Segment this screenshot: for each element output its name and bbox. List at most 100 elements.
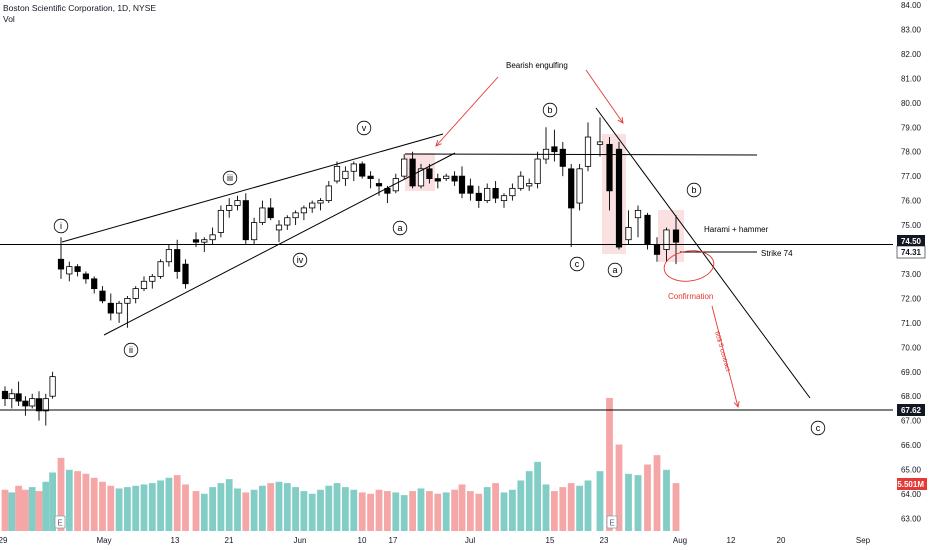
candle-body	[149, 275, 156, 282]
volume-bar	[42, 481, 50, 531]
symbol-title: Boston Scientific Corporation, 1D, NYSE	[3, 3, 157, 13]
volume-bar	[492, 483, 499, 531]
wave-label-text: i	[60, 221, 62, 231]
volume-badge-text: 5.501M	[897, 480, 924, 489]
candle-body	[57, 258, 65, 270]
candle-body	[458, 175, 466, 194]
y-tick-label: 66.00	[901, 441, 922, 450]
arrow-engulfing-left	[435, 76, 499, 147]
volume-bar	[584, 480, 592, 531]
volume-bar	[483, 487, 491, 531]
volume-bar	[358, 492, 366, 531]
y-tick-label: 83.00	[901, 25, 922, 34]
candle-body	[182, 263, 189, 285]
volume-bar	[458, 484, 466, 531]
candle-body	[451, 175, 458, 182]
volume-bar	[165, 477, 173, 531]
candle-body	[375, 183, 383, 187]
candle-body	[201, 239, 208, 243]
candle-body	[132, 288, 139, 299]
y-tick-label: 78.00	[901, 148, 922, 157]
earnings-marker-label: E	[57, 519, 62, 528]
volume-bar	[644, 464, 651, 531]
candle-body	[584, 136, 592, 167]
wave-label-circle	[607, 262, 623, 278]
y-tick-label: 69.00	[901, 368, 922, 377]
volume-bar	[259, 485, 266, 531]
volume-bar	[576, 485, 583, 531]
volume-bar	[157, 480, 164, 531]
volume-bar	[426, 491, 433, 531]
x-tick-label: 21	[225, 536, 234, 545]
upper-wedge-line	[61, 133, 444, 243]
volume-bar	[173, 475, 181, 531]
wave-label-circle	[292, 252, 308, 268]
candle-body	[426, 168, 433, 179]
arrow-target-head	[733, 401, 740, 409]
volume-bar	[534, 461, 541, 531]
price-badge-text: 74.50	[901, 237, 922, 246]
candle-body	[29, 398, 36, 407]
candle-body	[217, 209, 224, 233]
candle-body	[1, 390, 9, 400]
volume-bar	[234, 488, 241, 531]
wave-label-circle	[222, 170, 238, 186]
candle-body	[559, 148, 566, 167]
volume-bar	[308, 493, 316, 531]
candle-body	[606, 143, 613, 192]
y-tick-label: 81.00	[901, 74, 922, 83]
volume-bar	[615, 444, 623, 531]
price-badge	[897, 235, 925, 247]
volume-bar	[567, 483, 575, 531]
volume-bar	[283, 483, 291, 531]
candle-body	[576, 168, 583, 204]
volume-bar	[467, 491, 474, 531]
candle-body	[615, 148, 623, 248]
y-tick-label: 77.00	[901, 172, 922, 181]
volume-bar	[28, 487, 36, 531]
candle-body	[663, 229, 670, 250]
candle-body	[443, 175, 450, 179]
wave-label-circle	[123, 342, 139, 358]
candle-body	[91, 278, 98, 290]
volume-bar	[8, 492, 16, 531]
candle-body	[292, 212, 299, 219]
volume-bar	[275, 481, 283, 531]
volume-bar	[625, 473, 632, 531]
candle-body	[359, 163, 366, 177]
candle-body	[234, 200, 241, 206]
y-tick-label: 73.00	[901, 270, 922, 279]
candle-body	[250, 222, 258, 241]
y-tick-label: 70.00	[901, 343, 922, 352]
volume-bar	[375, 489, 383, 531]
candle-body	[99, 290, 106, 302]
candle-body	[653, 244, 661, 255]
volume-bar	[250, 489, 258, 531]
candle-body	[74, 266, 81, 272]
volume-bar	[65, 469, 73, 531]
wave-label-circle	[356, 120, 372, 136]
candle-body	[672, 229, 680, 243]
y-tick-label: 84.00	[901, 1, 922, 10]
x-tick-label: Jul	[465, 536, 475, 545]
y-tick-label: 82.00	[901, 50, 922, 59]
x-tick-label: Sep	[856, 536, 871, 545]
wave-label-text: b	[547, 105, 552, 115]
highlight-box-3	[658, 210, 684, 262]
candle-body	[66, 266, 73, 275]
y-tick-label: 63.00	[901, 514, 922, 523]
candle-body	[509, 187, 516, 197]
volume-bar	[333, 483, 341, 531]
volume-bar	[442, 492, 450, 531]
volume-bar	[107, 485, 115, 531]
volume-bar	[217, 483, 225, 531]
volume-bar	[672, 483, 680, 531]
y-tick-label: 68.00	[901, 392, 922, 401]
candle-body	[401, 158, 408, 177]
candle-body	[534, 158, 541, 184]
volume-bar	[124, 487, 131, 531]
lower-wedge-line	[103, 152, 456, 336]
volume-bar	[1, 489, 9, 531]
label-harami-hammer: Harami + hammer	[704, 225, 769, 234]
